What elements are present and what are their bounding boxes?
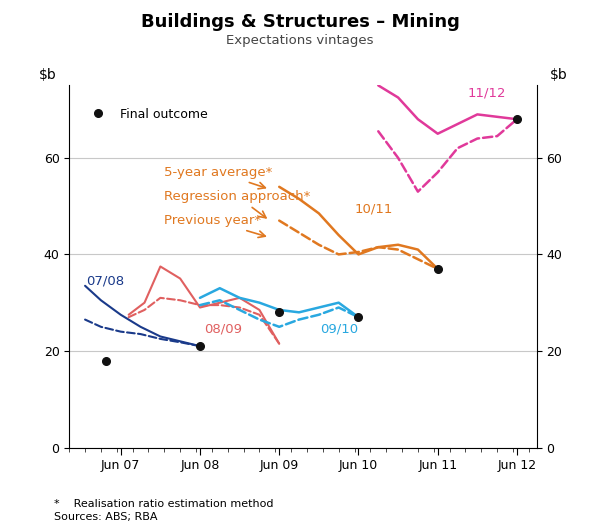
Text: 08/09: 08/09: [204, 323, 242, 336]
Text: 09/10: 09/10: [320, 323, 359, 336]
Legend: Final outcome: Final outcome: [80, 103, 213, 126]
Text: Expectations vintages: Expectations vintages: [226, 34, 374, 47]
Text: Regression approach*: Regression approach*: [164, 190, 311, 218]
Text: Previous year*: Previous year*: [164, 214, 265, 237]
Text: 07/08: 07/08: [86, 275, 124, 288]
Text: $b: $b: [39, 68, 56, 82]
Text: Sources: ABS; RBA: Sources: ABS; RBA: [54, 512, 157, 522]
Text: 10/11: 10/11: [355, 202, 393, 215]
Text: *    Realisation ratio estimation method: * Realisation ratio estimation method: [54, 499, 274, 509]
Text: 5-year average*: 5-year average*: [164, 166, 272, 189]
Text: 11/12: 11/12: [468, 86, 506, 99]
Text: $b: $b: [550, 68, 567, 82]
Text: Buildings & Structures – Mining: Buildings & Structures – Mining: [140, 13, 460, 31]
